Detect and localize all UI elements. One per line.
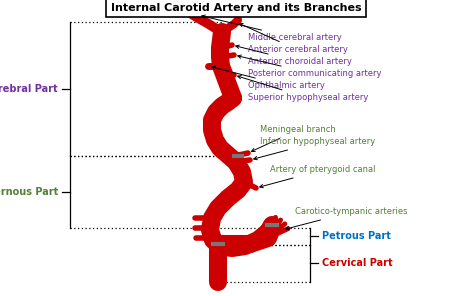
Text: Posterior communicating artery: Posterior communicating artery xyxy=(238,55,382,78)
Text: Artery of pterygoid canal: Artery of pterygoid canal xyxy=(260,165,376,188)
Text: Cavernous Part: Cavernous Part xyxy=(0,187,58,197)
Text: Anterior choroidal artery: Anterior choroidal artery xyxy=(236,45,352,67)
Text: Meningeal branch: Meningeal branch xyxy=(252,126,336,152)
Text: Superior hypophyseal artery: Superior hypophyseal artery xyxy=(238,75,368,102)
Text: Ophthalmic artery: Ophthalmic artery xyxy=(212,66,325,91)
Text: Anterior cerebral artery: Anterior cerebral artery xyxy=(239,23,348,54)
Text: Petrous Part: Petrous Part xyxy=(322,231,391,241)
Text: Cervical Part: Cervical Part xyxy=(322,258,393,268)
Text: Internal Carotid Artery and its Branches: Internal Carotid Artery and its Branches xyxy=(111,3,361,13)
Text: Inferior hypophyseal artery: Inferior hypophyseal artery xyxy=(254,138,375,160)
Text: Carotico-tympanic arteries: Carotico-tympanic arteries xyxy=(286,207,408,230)
Text: Middle cerebral artery: Middle cerebral artery xyxy=(202,15,342,43)
Text: Cerebral Part: Cerebral Part xyxy=(0,84,58,94)
